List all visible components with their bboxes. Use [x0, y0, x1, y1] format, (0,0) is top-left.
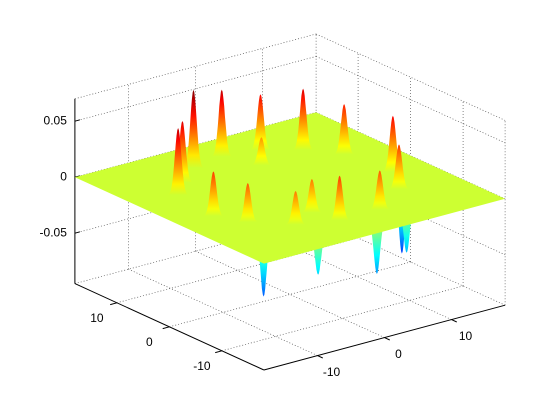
- peak: [302, 179, 322, 213]
- tick-mark: [110, 302, 118, 306]
- peak: [251, 137, 271, 165]
- tick-mark: [74, 175, 81, 178]
- x-tick-label: -10: [323, 365, 341, 379]
- x-tick-label: 10: [459, 329, 473, 343]
- x-tick-label: 0: [395, 347, 402, 361]
- peak: [168, 128, 188, 195]
- z-tick-label: 0.05: [44, 113, 68, 127]
- y-tick-label: -10: [193, 359, 211, 373]
- peak: [203, 171, 223, 216]
- x-axis: [263, 304, 506, 371]
- peak: [286, 191, 306, 225]
- y-axis: [74, 283, 265, 371]
- tick-mark: [74, 119, 81, 122]
- tick-mark: [384, 337, 390, 341]
- y-tick-label: 0: [146, 335, 153, 349]
- peak: [238, 183, 258, 222]
- tick-mark: [74, 231, 81, 234]
- peak: [334, 104, 354, 154]
- peak: [183, 89, 204, 168]
- peak: [293, 88, 313, 150]
- tick-mark: [162, 326, 170, 330]
- peak: [212, 89, 232, 157]
- tick-mark: [317, 355, 323, 359]
- peak: [389, 144, 409, 189]
- peak: [330, 175, 350, 220]
- z-tick-label: -0.05: [40, 225, 68, 239]
- peak: [250, 94, 271, 150]
- peak: [370, 170, 390, 210]
- y-tick-label: 10: [90, 311, 104, 325]
- z-tick-label: 0: [60, 169, 67, 183]
- tick-mark: [451, 319, 457, 323]
- tick-mark: [215, 350, 223, 354]
